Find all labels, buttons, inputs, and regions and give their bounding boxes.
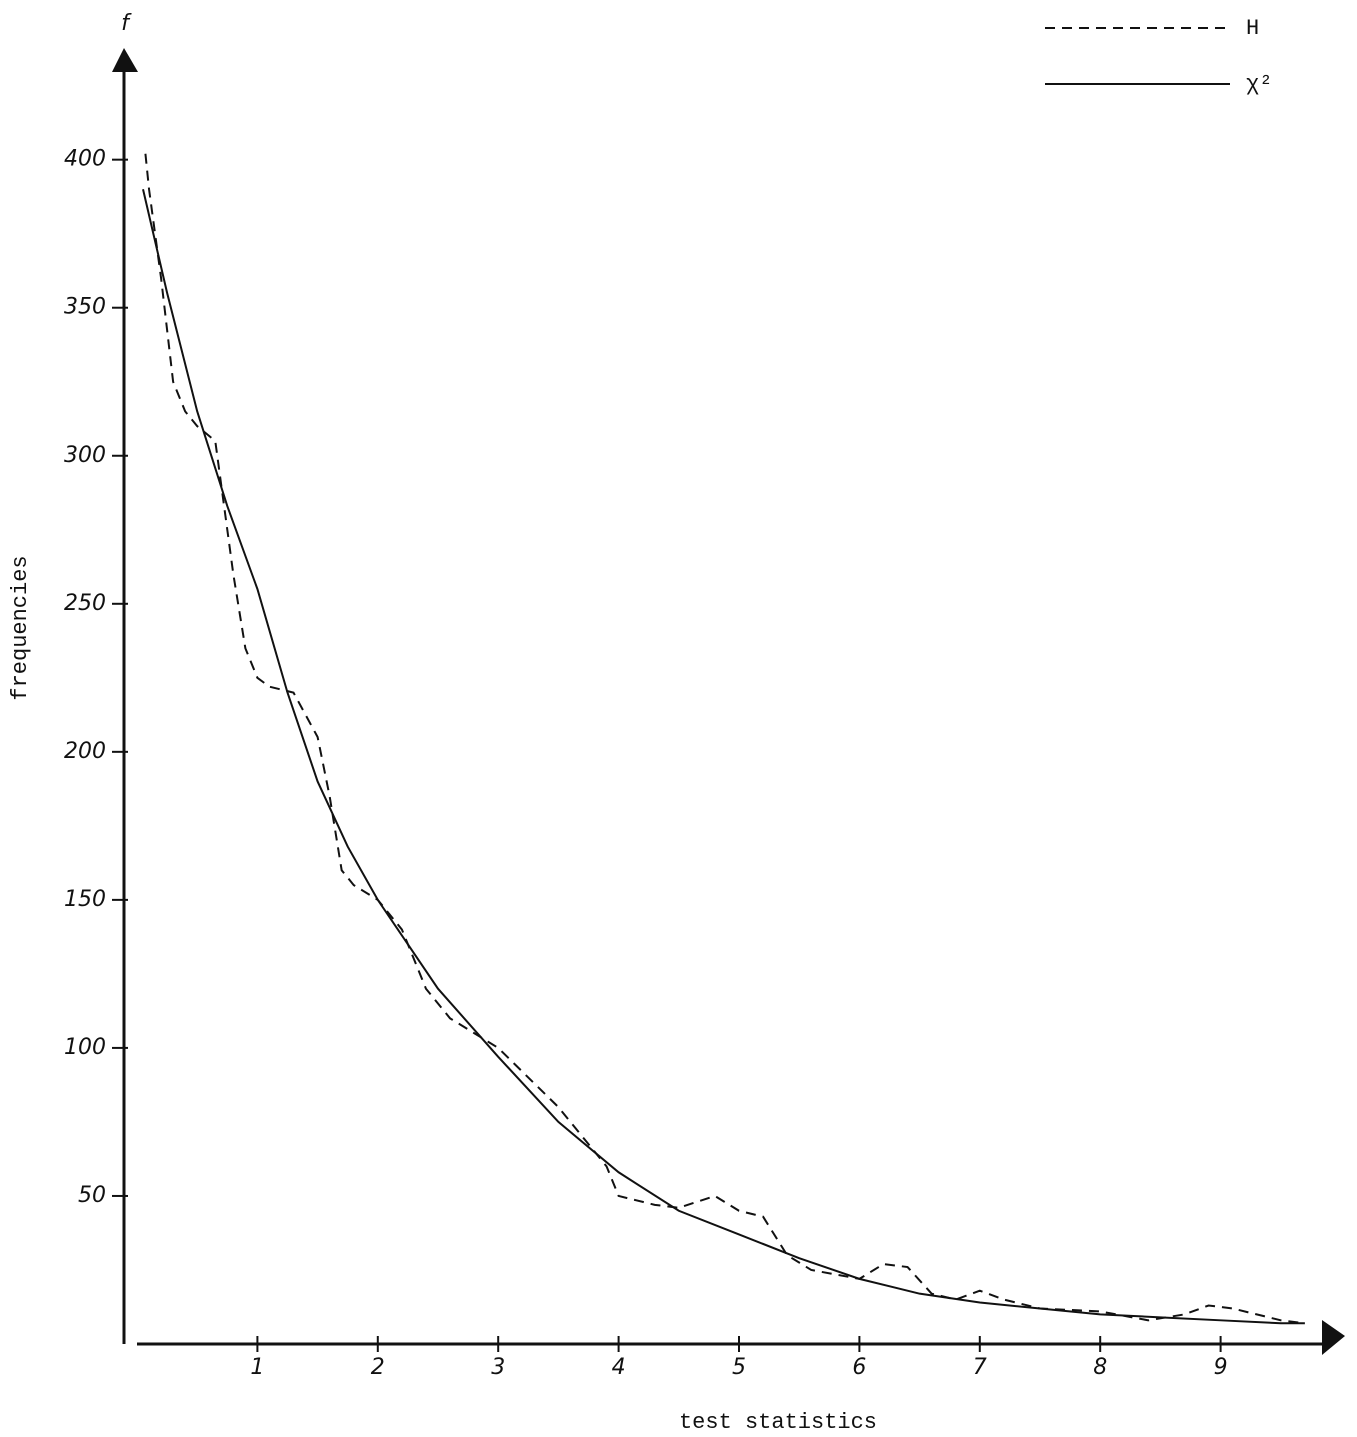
x-tick-label: 8: [1093, 1355, 1107, 1380]
y-arrow: [112, 48, 138, 72]
y-tick-label: 350: [64, 295, 106, 320]
x-tick-label: 7: [973, 1355, 987, 1380]
legend-label: H: [1246, 16, 1259, 41]
y-axis-title: frequencies: [8, 555, 33, 700]
x-tick-label: 3: [491, 1355, 505, 1380]
y-tick-label: 150: [64, 887, 106, 912]
legend-label: χ²: [1246, 72, 1272, 97]
series-line: [142, 189, 1305, 1325]
y-tick-label: 250: [64, 591, 106, 616]
y-tick-label: 400: [64, 147, 106, 172]
y-tick-label: 100: [64, 1035, 106, 1060]
x-tick-label: 5: [732, 1355, 746, 1380]
x-tick-label: 2: [371, 1355, 385, 1380]
x-tick-label: 4: [612, 1355, 626, 1380]
x-tick-label: 1: [250, 1355, 264, 1380]
y-tick-label: 50: [78, 1183, 106, 1208]
x-axis-title: test statistics: [679, 1410, 877, 1435]
y-symbol: f: [121, 11, 132, 36]
x-tick-label: 6: [852, 1355, 866, 1380]
y-tick-label: 300: [64, 443, 106, 468]
x-tick-label: 9: [1214, 1355, 1228, 1380]
x-arrow: [1322, 1320, 1345, 1355]
y-tick-label: 200: [64, 739, 106, 764]
series-line: [144, 153, 1306, 1325]
